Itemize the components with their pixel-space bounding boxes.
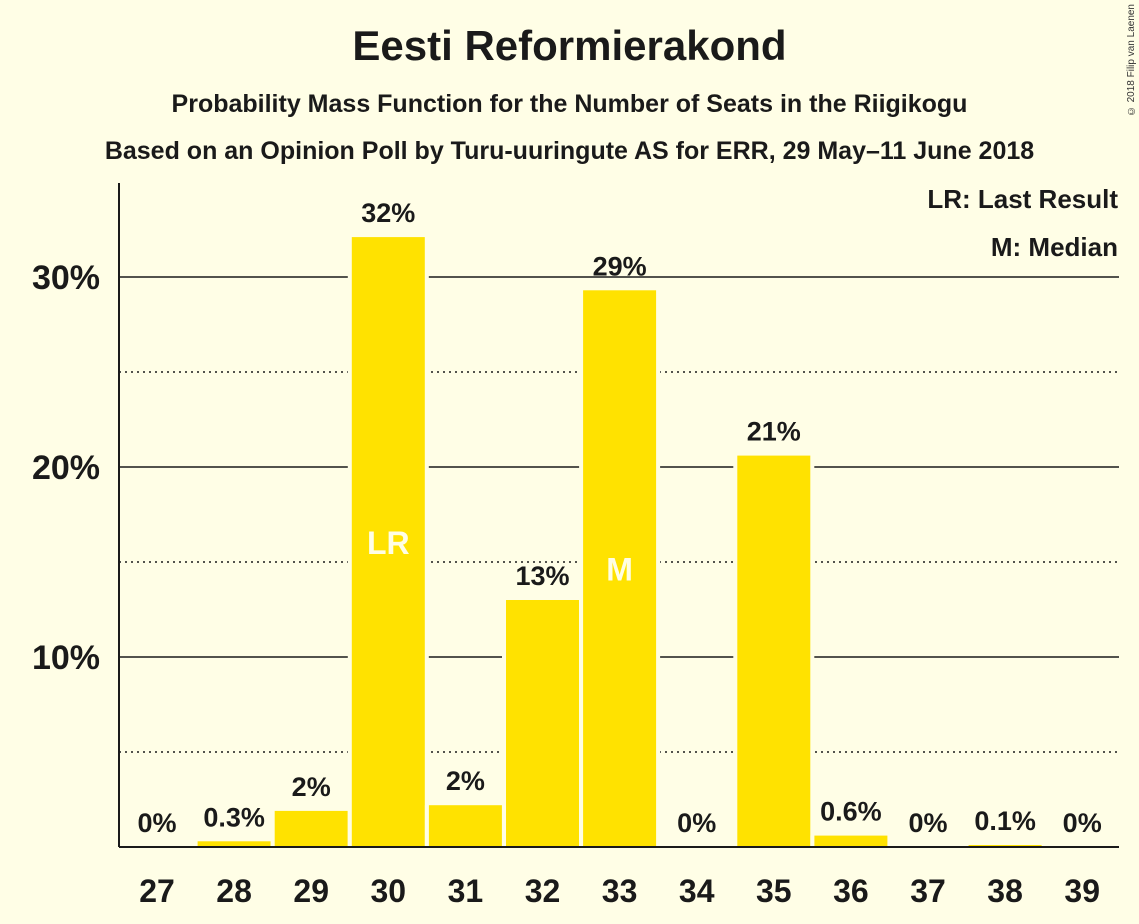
x-tick-label: 34 (679, 873, 715, 909)
y-tick-labels: 10% 20% 30% (32, 259, 100, 677)
x-tick-label: 27 (139, 873, 175, 909)
y-tick-label: 20% (32, 449, 100, 487)
bar-value-label: 0.3% (203, 802, 265, 832)
x-tick-label: 28 (216, 873, 252, 909)
x-tick-labels: 27 28 29 30 31 32 33 34 35 36 37 38 39 (139, 873, 1100, 909)
x-tick-label: 29 (293, 873, 329, 909)
bars (193, 237, 1046, 848)
x-tick-label: 39 (1064, 873, 1100, 909)
bar-value-label: 2% (446, 766, 485, 796)
x-tick-label: 32 (525, 873, 561, 909)
x-tick-label: 37 (910, 873, 946, 909)
bar-markers: LR M (367, 525, 633, 588)
chart-source-subtitle: Based on an Opinion Poll by Turu-uuringu… (104, 137, 1035, 165)
bar-value-label: 2% (292, 772, 331, 802)
bar (428, 805, 502, 847)
bar-value-label: 0% (137, 808, 176, 838)
x-tick-label: 38 (987, 873, 1023, 909)
bar (274, 810, 348, 847)
chart-subtitle: Probability Mass Function for the Number… (171, 90, 968, 118)
bar (814, 835, 888, 847)
bar (197, 841, 271, 847)
x-tick-label: 33 (602, 873, 638, 909)
y-tick-label: 10% (32, 639, 100, 677)
bar-value-label: 29% (593, 251, 647, 281)
bar-marker-m: M (606, 552, 633, 588)
x-tick-label: 30 (371, 873, 407, 909)
bar-value-label: 13% (515, 561, 569, 591)
bar (351, 237, 425, 848)
bar-value-label: 0.1% (974, 806, 1036, 836)
legend-median: M: Median (990, 232, 1118, 262)
axes (118, 183, 1119, 848)
x-tick-label: 31 (448, 873, 484, 909)
bar-marker-lr: LR (367, 525, 410, 561)
legend-last-result: LR: Last Result (927, 184, 1118, 214)
bar-value-label: 0% (1063, 808, 1102, 838)
bar-value-label: 21% (747, 417, 801, 447)
bar (737, 455, 811, 847)
bar-value-label: 0% (677, 808, 716, 838)
bar-value-label: 32% (361, 198, 415, 228)
bar-value-label: 0% (908, 808, 947, 838)
x-tick-label: 36 (833, 873, 869, 909)
bar (506, 600, 579, 847)
chart-title: Eesti Reformierakond (352, 22, 787, 69)
bar-labels: 0% 0.3% 2% 32% 2% 13% 29% 0% 21% 0.6% 0% 0.1% 0% (137, 198, 1101, 838)
y-tick-label: 30% (32, 259, 100, 297)
bar-value-label: 0.6% (820, 797, 882, 827)
x-tick-label: 35 (756, 873, 792, 909)
bar (583, 290, 657, 847)
